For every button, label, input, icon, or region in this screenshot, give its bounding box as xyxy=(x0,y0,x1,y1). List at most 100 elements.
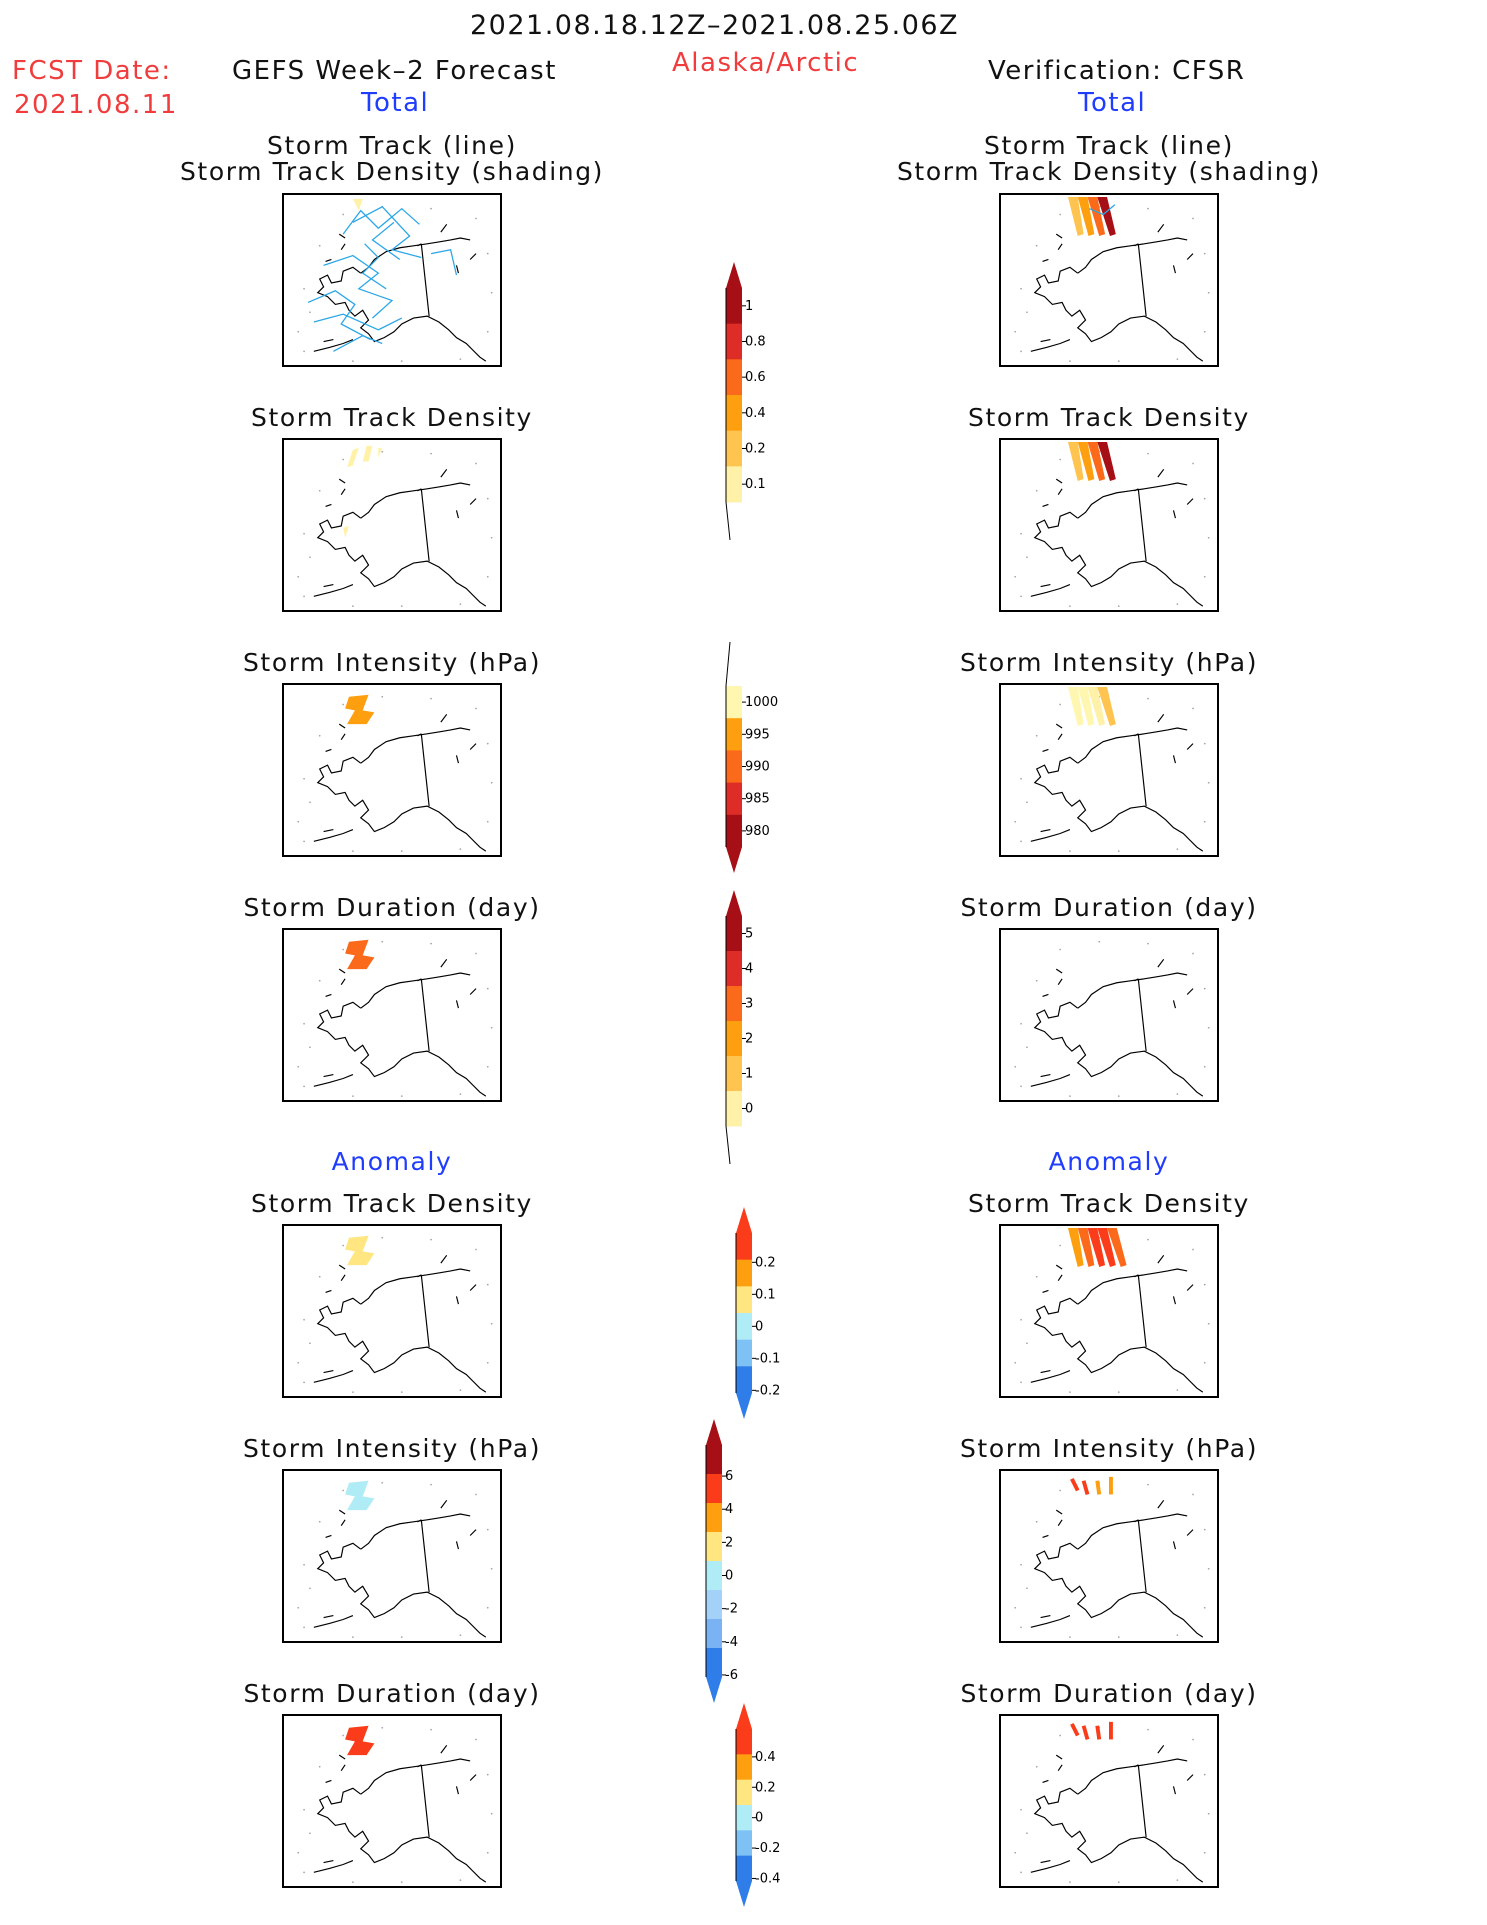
colorbar-duration-anom: 0.4 0.2 0 -0.2 -0.4 xyxy=(724,1689,794,1921)
colorbar-swatch xyxy=(726,1021,742,1057)
colorbar-arrow-top xyxy=(726,262,742,288)
colorbar-swatch xyxy=(706,1619,722,1649)
title-track-line-left: Storm Track (line) xyxy=(267,131,517,160)
colorbar-swatch xyxy=(736,1805,752,1831)
colorbar-label: 0.2 xyxy=(745,442,766,457)
colorbar-label: 2 xyxy=(745,1032,753,1047)
title-intensity-anom-right: Storm Intensity (hPa) xyxy=(959,1434,1259,1463)
colorbar-swatch xyxy=(736,1855,752,1882)
title-intensity-left: Storm Intensity (hPa) xyxy=(242,648,542,677)
map-intensity-right xyxy=(999,683,1219,857)
colorbar-swatch xyxy=(736,1754,752,1781)
colorbar-label: 0.2 xyxy=(755,1780,776,1795)
colorbar-label: 985 xyxy=(745,792,770,807)
map-intensity-anom-right xyxy=(999,1469,1219,1643)
map-density-anom-left xyxy=(282,1224,502,1398)
colorbar-swatch xyxy=(736,1779,752,1806)
colorbar-label: 980 xyxy=(745,824,770,839)
colorbar-label: 0 xyxy=(745,1102,753,1117)
title-intensity-anom-left: Storm Intensity (hPa) xyxy=(242,1434,542,1463)
colorbar-label: 990 xyxy=(745,760,770,775)
colorbar-label: 1 xyxy=(745,1067,753,1082)
colorbar-arrow-bottom xyxy=(736,1881,752,1907)
title-duration-anom-right: Storm Duration (day) xyxy=(960,1679,1258,1708)
colorbar-label: 0.4 xyxy=(755,1750,776,1765)
colorbar-arrow-top xyxy=(736,1703,752,1729)
title-track-shading-right: Storm Track Density (shading) xyxy=(896,157,1322,186)
colorbar-label: -6 xyxy=(725,1668,738,1683)
colorbar-label: 995 xyxy=(745,727,770,742)
colorbar-swatch xyxy=(726,916,742,952)
colorbar-label: 0 xyxy=(755,1319,763,1334)
colorbar-label: 3 xyxy=(745,997,753,1012)
colorbar-swatch xyxy=(736,1339,752,1367)
map-track-right xyxy=(999,193,1219,367)
colorbar-label: 1 xyxy=(745,299,753,314)
title-duration-left: Storm Duration (day) xyxy=(243,893,541,922)
colorbar-label: 4 xyxy=(745,962,753,977)
title-duration-right: Storm Duration (day) xyxy=(960,893,1258,922)
map-track-left xyxy=(282,193,502,367)
map-intensity-anom-left xyxy=(282,1469,502,1643)
title-density-anom-left: Storm Track Density xyxy=(251,1189,533,1218)
colorbar-arrow-bottom xyxy=(726,847,742,873)
colorbar-swatch xyxy=(726,359,742,396)
map-duration-left xyxy=(282,928,502,1102)
left-title: GEFS Week–2 Forecast xyxy=(232,56,557,86)
colorbar-swatch xyxy=(706,1445,722,1475)
map-duration-anom-left xyxy=(282,1714,502,1888)
map-duration-anom-right xyxy=(999,1714,1219,1888)
colorbar-label: 0 xyxy=(725,1569,733,1584)
title-density-left: Storm Track Density xyxy=(251,403,533,432)
colorbar-swatch xyxy=(726,782,742,816)
colorbar-swatch xyxy=(726,1056,742,1092)
colorbar-intensity-anom: 6 4 2 0 -2 -4 -6 xyxy=(694,1405,764,1717)
colorbar-label: 0.1 xyxy=(755,1287,776,1302)
colorbar-swatch xyxy=(726,718,742,751)
right-title: Verification: CFSR xyxy=(988,56,1246,86)
colorbar-swatch xyxy=(736,1259,752,1287)
colorbar-swatch xyxy=(736,1830,752,1857)
map-duration-right xyxy=(999,928,1219,1102)
colorbar-swatch xyxy=(726,750,742,784)
title-density-right: Storm Track Density xyxy=(968,403,1250,432)
colorbar-label: 5 xyxy=(745,927,753,942)
title-intensity-right: Storm Intensity (hPa) xyxy=(959,648,1259,677)
colorbar-swatch xyxy=(736,1286,752,1314)
left-sub-total: Total xyxy=(361,88,430,118)
colorbar-swatch xyxy=(726,323,742,360)
colorbar-label: 1000 xyxy=(745,695,778,710)
colorbar-arrow-bottom xyxy=(706,1677,722,1703)
colorbar-swatch xyxy=(706,1590,722,1620)
colorbar-swatch xyxy=(726,430,742,467)
map-density-anom-right xyxy=(999,1224,1219,1398)
colorbar-label: 0 xyxy=(755,1811,763,1826)
colorbar-intensity: 1000 995 990 985 980 xyxy=(714,641,784,887)
title-track-shading-left: Storm Track Density (shading) xyxy=(179,157,605,186)
colorbar-duration: 5 4 3 2 1 0 xyxy=(714,886,784,1171)
map-density-left xyxy=(282,438,502,612)
map-density-right xyxy=(999,438,1219,612)
colorbar-swatch xyxy=(736,1366,752,1394)
colorbar-label: -4 xyxy=(725,1635,738,1650)
colorbar-arrow-top xyxy=(706,1419,722,1445)
colorbar-label: -0.1 xyxy=(755,1351,780,1366)
colorbar-label: -0.4 xyxy=(755,1871,780,1886)
colorbar-arrow-bottom xyxy=(736,1393,752,1419)
colorbar-density-anom: 0.2 0.1 0 -0.1 -0.2 xyxy=(724,1193,794,1433)
colorbar-swatch xyxy=(706,1474,722,1504)
colorbar-label: 0.8 xyxy=(745,335,766,350)
fcst-date-label: FCST Date: xyxy=(12,56,172,86)
colorbar-label: 0.2 xyxy=(755,1255,776,1270)
colorbar-swatch xyxy=(736,1729,752,1755)
colorbar-swatch xyxy=(726,288,742,325)
anomaly-label-left: Anomaly xyxy=(331,1147,453,1176)
colorbar-swatch xyxy=(706,1503,722,1533)
colorbar-swatch xyxy=(706,1532,722,1562)
colorbar-label: 4 xyxy=(725,1502,733,1517)
colorbar-swatch xyxy=(726,466,742,503)
colorbar-swatch xyxy=(726,814,742,848)
title-duration-anom-left: Storm Duration (day) xyxy=(243,1679,541,1708)
colorbar-density: 1 0.8 0.6 0.4 0.2 0.1 xyxy=(714,262,784,547)
region-label: Alaska/Arctic xyxy=(672,48,860,78)
